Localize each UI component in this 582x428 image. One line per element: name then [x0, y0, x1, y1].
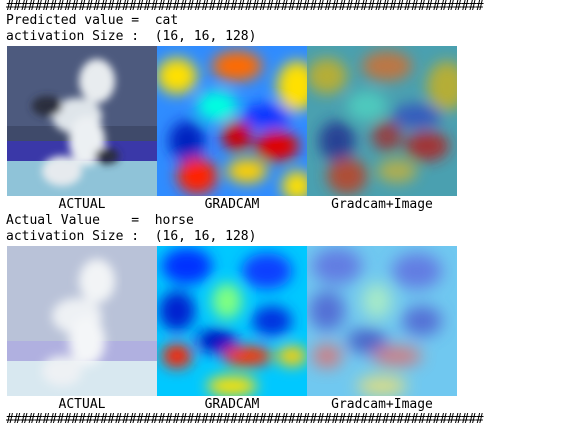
caption-actual-2: ACTUAL — [58, 397, 106, 412]
gradcam-overlay-1 — [307, 46, 467, 196]
activation-size-line-2: activation Size : (16, 16, 128) — [6, 229, 257, 244]
caption-actual-1: ACTUAL — [58, 197, 106, 212]
predicted-value-line: Predicted value = cat — [6, 13, 179, 28]
caption-gradcam-2: GRADCAM — [204, 397, 260, 412]
caption-overlay-2: Gradcam+Image — [331, 397, 433, 412]
activation-size-line: activation Size : (16, 16, 128) — [6, 29, 257, 44]
actual-value-line: Actual Value = horse — [6, 213, 194, 228]
caption-gradcam-1: GRADCAM — [204, 197, 260, 212]
gradcam-heatmap-1 — [157, 46, 317, 201]
actual-image-2 — [7, 246, 157, 396]
caption-overlay-1: Gradcam+Image — [331, 197, 433, 212]
gradcam-overlay-2 — [307, 246, 457, 396]
actual-image-1 — [7, 46, 157, 196]
separator-top: ########################################… — [6, 0, 484, 14]
separator-bottom: ########################################… — [6, 412, 484, 427]
gradcam-heatmap-2 — [157, 246, 307, 396]
